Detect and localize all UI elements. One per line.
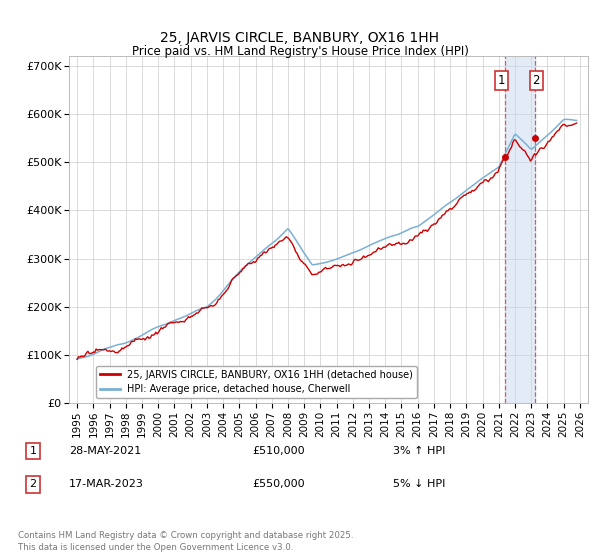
Text: 1: 1	[498, 73, 505, 87]
Text: 1: 1	[29, 446, 37, 456]
Text: Contains HM Land Registry data © Crown copyright and database right 2025.
This d: Contains HM Land Registry data © Crown c…	[18, 531, 353, 552]
Text: 2: 2	[29, 479, 37, 489]
Text: 28-MAY-2021: 28-MAY-2021	[69, 446, 141, 456]
Text: 3% ↑ HPI: 3% ↑ HPI	[393, 446, 445, 456]
Text: 25, JARVIS CIRCLE, BANBURY, OX16 1HH: 25, JARVIS CIRCLE, BANBURY, OX16 1HH	[161, 31, 439, 45]
Text: £550,000: £550,000	[252, 479, 305, 489]
Text: Price paid vs. HM Land Registry's House Price Index (HPI): Price paid vs. HM Land Registry's House …	[131, 45, 469, 58]
Text: £510,000: £510,000	[252, 446, 305, 456]
Text: 5% ↓ HPI: 5% ↓ HPI	[393, 479, 445, 489]
Text: 17-MAR-2023: 17-MAR-2023	[69, 479, 144, 489]
Legend: 25, JARVIS CIRCLE, BANBURY, OX16 1HH (detached house), HPI: Average price, detac: 25, JARVIS CIRCLE, BANBURY, OX16 1HH (de…	[96, 366, 417, 398]
Bar	[505, 56, 535, 403]
Text: 2: 2	[533, 73, 540, 87]
